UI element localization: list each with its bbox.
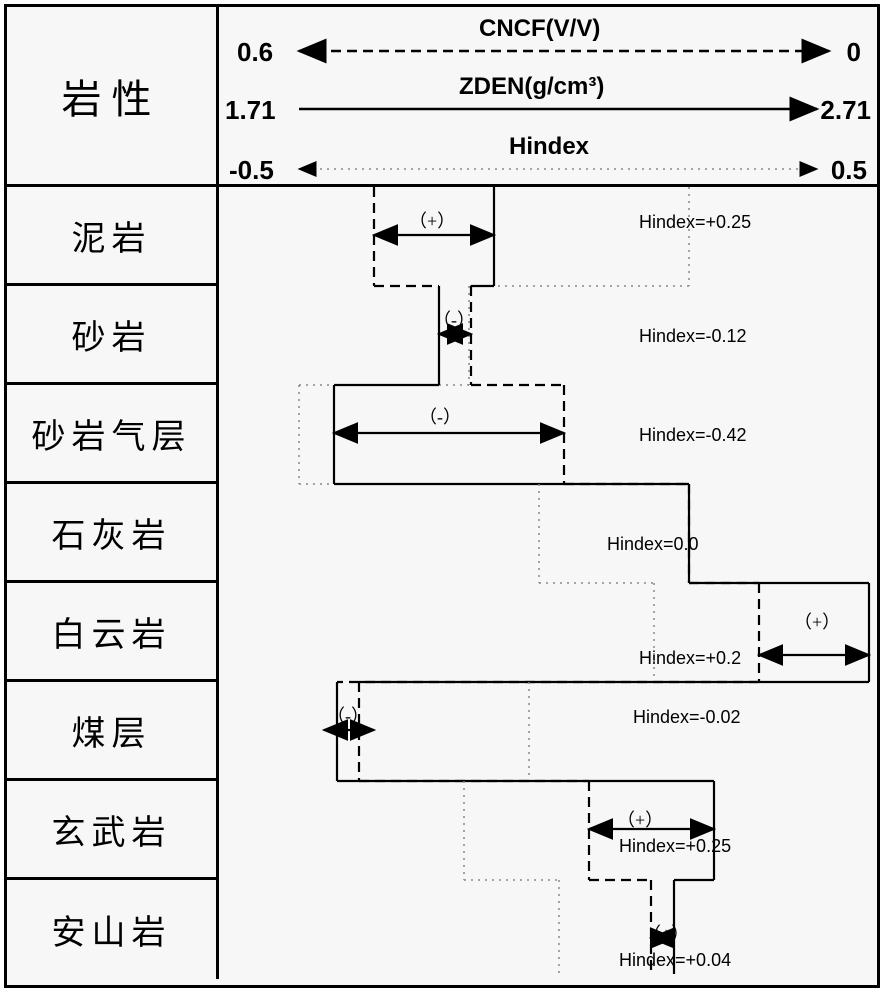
hindex-right-value: 0.5 — [831, 155, 867, 186]
lithology-row: 泥岩 Hindex=+0.25 （+） — [7, 187, 877, 286]
hindex-value-label: Hindex=0.0 — [607, 534, 699, 555]
hindex-left-value: -0.5 — [229, 155, 274, 186]
lithology-name-cell: 煤层 — [7, 682, 219, 781]
lithology-name-cell: 砂岩 — [7, 286, 219, 385]
header-tracks: 0.6 CNCF(V/V) 0 1.71 ZDEN(g/cm³) 2.71 -0… — [219, 7, 877, 184]
sign-label: （-） — [433, 306, 475, 332]
lithology-row: 玄武岩 Hindex=+0.25 （+） — [7, 781, 877, 880]
track-cell: Hindex=0.0 — [219, 484, 877, 583]
track-cell: Hindex=-0.02 （-） — [219, 682, 877, 781]
lithology-row: 砂岩气层 Hindex=-0.42 （-） — [7, 385, 877, 484]
sign-label: （-） — [419, 403, 461, 429]
lithology-name-cell: 安山岩 — [7, 880, 219, 979]
lithology-name-cell: 石灰岩 — [7, 484, 219, 583]
lithology-name: 石灰岩 — [52, 508, 172, 557]
sign-label: （+） — [643, 920, 689, 946]
sign-label: （+） — [794, 608, 840, 634]
zden-left-value: 1.71 — [225, 95, 276, 126]
hindex-value-label: Hindex=+0.2 — [639, 648, 741, 669]
track-cell: Hindex=-0.12 （-） — [219, 286, 877, 385]
track-cell: Hindex=-0.42 （-） — [219, 385, 877, 484]
lithology-name: 泥岩 — [72, 211, 152, 260]
lithology-name: 煤层 — [72, 706, 152, 755]
lithology-name: 玄武岩 — [52, 805, 172, 854]
lithology-row: 白云岩 Hindex=+0.2 （+） — [7, 583, 877, 682]
lithology-row: 安山岩 Hindex=+0.04 （+） — [7, 880, 877, 979]
row-curves-icon — [219, 583, 877, 682]
hindex-value-label: Hindex=-0.12 — [639, 326, 747, 347]
lithology-name-cell: 泥岩 — [7, 187, 219, 286]
hindex-value-label: Hindex=+0.04 — [619, 950, 731, 971]
track-cell: Hindex=+0.25 （+） — [219, 187, 877, 286]
hindex-value-label: Hindex=-0.42 — [639, 425, 747, 446]
row-curves-icon — [219, 286, 877, 385]
lithology-name: 砂岩 — [72, 310, 152, 359]
sign-label: （-） — [327, 702, 369, 728]
lithology-name-cell: 玄武岩 — [7, 781, 219, 880]
hindex-track-name: Hindex — [509, 133, 589, 161]
sign-label: （+） — [409, 207, 455, 233]
row-curves-icon — [219, 187, 877, 286]
hindex-value-label: Hindex=+0.25 — [639, 212, 751, 233]
track-cell: Hindex=+0.2 （+） — [219, 583, 877, 682]
hindex-value-label: Hindex=+0.25 — [619, 836, 731, 857]
cncf-left-value: 0.6 — [237, 37, 273, 68]
track-cell: Hindex=+0.25 （+） — [219, 781, 877, 880]
lithology-row: 砂岩 Hindex=-0.12 （-） — [7, 286, 877, 385]
row-curves-icon — [219, 781, 877, 880]
hindex-value-label: Hindex=-0.02 — [633, 707, 741, 728]
lithology-row: 煤层 Hindex=-0.02 （-） — [7, 682, 877, 781]
row-curves-icon — [219, 484, 877, 583]
lithology-name-cell: 白云岩 — [7, 583, 219, 682]
header-row: 岩性 0.6 CNCF(V/V) 0 1.71 ZDEN(g/cm³) 2.71 — [7, 7, 877, 187]
header-lithology-title: 岩性 — [7, 7, 219, 184]
lithology-name: 白云岩 — [52, 607, 172, 656]
log-diagram-container: 岩性 0.6 CNCF(V/V) 0 1.71 ZDEN(g/cm³) 2.71 — [4, 4, 880, 988]
lithology-name: 安山岩 — [52, 905, 172, 954]
sign-label: （+） — [617, 806, 663, 832]
cncf-track-name: CNCF(V/V) — [479, 15, 600, 43]
rows-area: 泥岩 Hindex=+0.25 （+） 砂岩 Hindex=-0.12 （-） 砂岩气层 Hi… — [7, 187, 877, 979]
lithology-name: 砂岩气层 — [32, 409, 192, 458]
zden-right-value: 2.71 — [820, 95, 871, 126]
lithology-label: 岩性 — [62, 67, 162, 125]
zden-track-name: ZDEN(g/cm³) — [459, 73, 604, 101]
row-curves-icon — [219, 385, 877, 484]
row-curves-icon — [219, 880, 877, 979]
row-curves-icon — [219, 682, 877, 781]
cncf-right-value: 0 — [847, 37, 861, 68]
lithology-name-cell: 砂岩气层 — [7, 385, 219, 484]
track-cell: Hindex=+0.04 （+） — [219, 880, 877, 979]
lithology-row: 石灰岩 Hindex=0.0 — [7, 484, 877, 583]
